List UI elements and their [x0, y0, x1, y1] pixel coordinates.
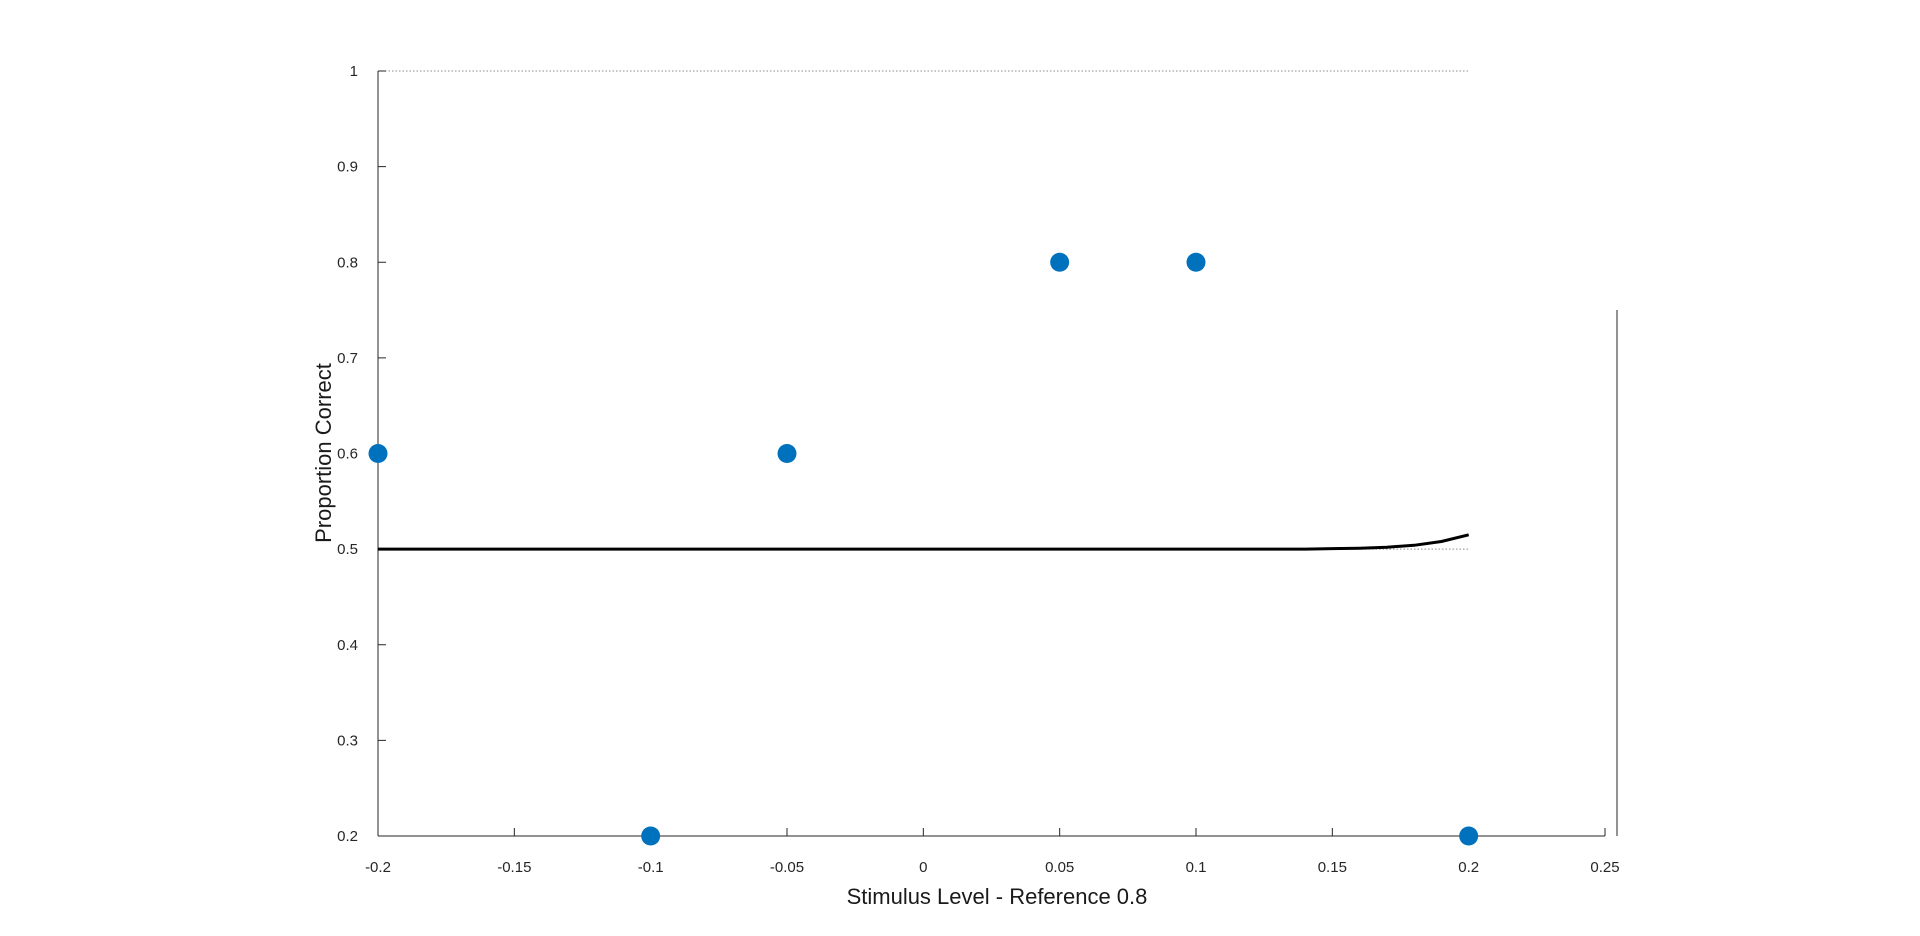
- x-tick-label: -0.15: [497, 859, 531, 876]
- data-point: [777, 444, 797, 463]
- data-point: [1050, 252, 1070, 272]
- reference-lines: [378, 70, 1469, 550]
- y-tick-label: 0.7: [337, 350, 358, 367]
- data-point: [368, 444, 388, 463]
- x-tick-label: 0.2: [1458, 859, 1479, 876]
- x-tick-label: 0.1: [1186, 859, 1207, 876]
- x-tick-label: 0.25: [1590, 859, 1619, 876]
- y-tick-label: 0.9: [337, 159, 358, 176]
- x-tick-label: -0.05: [770, 859, 804, 876]
- data-point: [641, 826, 661, 846]
- data-point: [1459, 826, 1479, 846]
- data-points-layer: [368, 252, 1479, 846]
- x-tick-label: 0.15: [1318, 859, 1347, 876]
- y-tick-label: 0.2: [337, 828, 358, 845]
- y-tick-label: 1: [350, 63, 358, 80]
- x-axis-label: Stimulus Level - Reference 0.8: [847, 884, 1148, 909]
- x-tick-label: -0.2: [365, 859, 391, 876]
- x-tick-label: 0: [919, 859, 927, 876]
- fit-curve-layer: [378, 533, 1470, 551]
- x-tick-label: 0.05: [1045, 859, 1074, 876]
- y-tick-label: 0.4: [337, 637, 358, 654]
- y-ticks: 0.2 0.3 0.4 0.5 0.6 0.7 0.8 0.9 1: [337, 63, 386, 845]
- y-axis-label: Proportion Correct: [311, 363, 336, 543]
- x-ticks: -0.2 -0.15 -0.1 -0.05 0 0.05 0.1 0.15 0.2 0.25: [365, 828, 1620, 876]
- y-tick-label: 0.8: [337, 254, 358, 271]
- y-tick-label: 0.6: [337, 446, 358, 463]
- data-point: [1186, 252, 1206, 272]
- y-tick-label: 0.3: [337, 732, 358, 749]
- fit-curve: [378, 533, 1470, 551]
- y-tick-label: 0.5: [337, 541, 358, 558]
- x-tick-label: -0.1: [638, 859, 664, 876]
- axes: [377, 71, 1618, 837]
